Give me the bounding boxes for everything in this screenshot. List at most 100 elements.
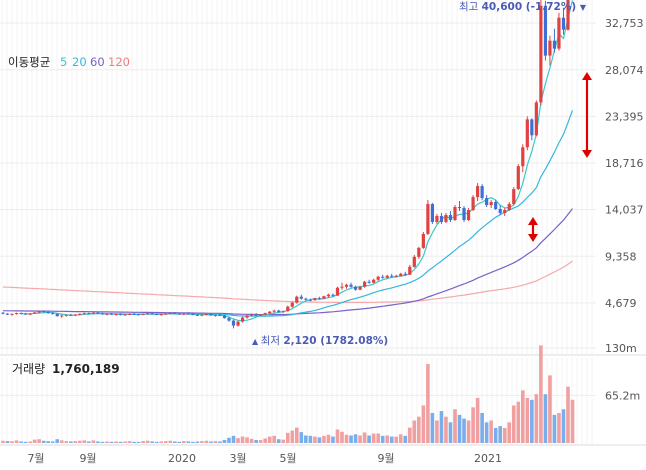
- candle: [209, 313, 213, 316]
- arrow-head-up: [582, 72, 592, 80]
- candle-body: [353, 286, 358, 290]
- candle: [268, 311, 272, 314]
- candle: [240, 316, 245, 323]
- volume-bar: [421, 405, 426, 443]
- x-tick-label: 2021: [474, 452, 502, 465]
- candle: [10, 313, 14, 316]
- candle: [1, 312, 5, 315]
- volume-bar: [272, 435, 276, 443]
- candle-body: [295, 296, 299, 303]
- candle: [444, 213, 448, 223]
- volume-bar: [240, 436, 245, 443]
- volume-bar: [340, 431, 344, 443]
- candle-body: [127, 313, 132, 315]
- candle: [150, 312, 154, 315]
- ma5-line: [21, 0, 574, 322]
- candle: [363, 280, 367, 288]
- x-tick-label: 9월: [377, 452, 394, 465]
- candle-body: [512, 189, 516, 205]
- arrow-head-up: [528, 217, 538, 225]
- candle-body: [530, 119, 534, 136]
- x-tick-label: 3월: [229, 452, 246, 465]
- high-marker-icon: ▼: [580, 3, 587, 12]
- volume-bar: [331, 436, 335, 443]
- volume-bar: [245, 437, 249, 443]
- volume-bar: [191, 441, 195, 443]
- volume-bar: [521, 390, 525, 443]
- candle: [503, 208, 507, 216]
- candle-body: [96, 312, 100, 314]
- volume-bar: [525, 397, 530, 443]
- candle: [14, 312, 19, 315]
- candle-body: [240, 317, 245, 322]
- volume-bar: [276, 439, 281, 443]
- volume-bar: [114, 441, 118, 443]
- volume-bar: [213, 441, 218, 443]
- volume-bar: [28, 441, 32, 443]
- candle: [525, 116, 529, 151]
- candle-body: [155, 314, 159, 316]
- red-double-arrow-small: [528, 217, 538, 242]
- volume-bar: [263, 438, 267, 443]
- candle-body: [137, 314, 141, 316]
- candle: [132, 312, 136, 315]
- candle: [322, 295, 326, 300]
- volume-bar: [371, 433, 376, 443]
- low-annotation-text: ▲ 최저 2,120 (1782.08%): [252, 335, 388, 347]
- candle-body: [132, 313, 136, 315]
- candle-body: [218, 315, 222, 317]
- candle: [177, 312, 181, 315]
- volume-bar: [353, 434, 358, 443]
- volume-bar: [290, 430, 295, 443]
- candle-body: [268, 311, 272, 314]
- candle: [313, 297, 317, 301]
- candle-body: [521, 147, 525, 167]
- volume-bar: [249, 438, 254, 443]
- candle: [281, 310, 285, 313]
- candle: [250, 313, 254, 317]
- candle: [60, 314, 64, 318]
- volume-bar: [285, 432, 290, 443]
- candle: [37, 310, 41, 314]
- volume-bar: [380, 435, 385, 443]
- candle-body: [308, 299, 312, 301]
- arrow-head-down: [528, 234, 538, 242]
- candle-body: [182, 313, 186, 315]
- candle: [159, 313, 163, 316]
- volume-bar: [200, 441, 204, 443]
- candle-body: [177, 313, 181, 315]
- candle-body: [37, 311, 41, 313]
- candle: [512, 187, 516, 206]
- candle: [566, 0, 570, 31]
- candle-body: [87, 313, 91, 315]
- volume-bar: [69, 441, 73, 443]
- volume-bar: [204, 440, 209, 443]
- candle-body: [24, 313, 28, 315]
- candle: [118, 313, 123, 316]
- volume-bar: [182, 441, 186, 443]
- volume-bar: [539, 345, 543, 443]
- candle: [227, 316, 231, 322]
- candle: [304, 297, 308, 301]
- volume-bar: [177, 441, 182, 443]
- candle-body: [543, 5, 547, 56]
- candle-body: [118, 314, 123, 316]
- volume-bar: [172, 441, 177, 443]
- volume-bar: [23, 441, 28, 443]
- candle: [412, 254, 416, 268]
- candle-body: [525, 119, 529, 148]
- candle: [385, 274, 389, 279]
- candle-body: [42, 311, 46, 313]
- volume-bar: [136, 441, 141, 443]
- candle-body: [349, 284, 353, 287]
- candle-body: [331, 294, 335, 296]
- volume-bar: [344, 434, 349, 443]
- volume-bar: [430, 412, 435, 443]
- candle: [173, 312, 177, 315]
- candle: [78, 313, 82, 316]
- candle: [548, 35, 552, 66]
- volume-bar: [489, 420, 493, 443]
- candle-body: [109, 313, 114, 315]
- volume-bar: [457, 414, 462, 443]
